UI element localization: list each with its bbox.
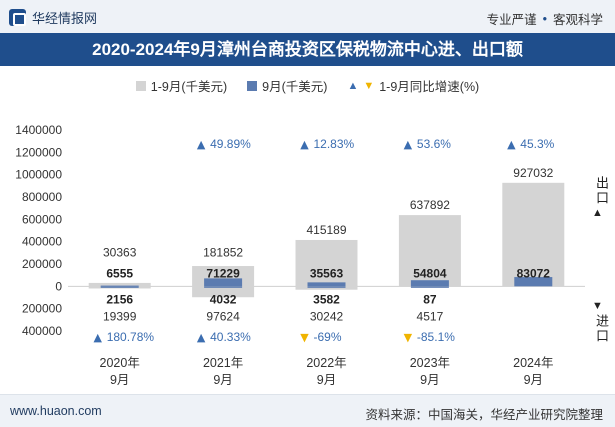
bar-export-month [514, 277, 553, 287]
legend-label-growth: 1-9月同比增速(%) [379, 80, 480, 94]
data-source: 资料来源：中国海关，华经产业研究院整理 [365, 408, 603, 422]
site-url[interactable]: www.huaon.com [10, 404, 102, 418]
label-export-cumulative: 30363 [103, 245, 137, 259]
x-tick-label-year: 2023年 [410, 356, 450, 370]
bar-import-month [100, 286, 139, 288]
legend-swatch-month [247, 80, 258, 91]
label-export-month: 71229 [206, 266, 240, 280]
triangle-up-icon: ▲ [347, 79, 359, 92]
x-tick-label-month: 9月 [317, 373, 336, 387]
label-export-month: 54804 [413, 266, 447, 280]
label-import-month: 4032 [210, 292, 237, 306]
label-import-cumulative: 4517 [417, 309, 444, 323]
legend-label-cumulative: 1-9月(千美元) [150, 80, 228, 94]
growth-up-icon: ▲ [300, 138, 309, 151]
label-import-growth: 180.78% [107, 330, 155, 344]
import-arrow: ▼ [592, 300, 605, 312]
y-tick-label: 0 [55, 279, 62, 293]
label-export-growth: 49.89% [210, 137, 251, 151]
dot-icon: • [542, 11, 547, 26]
export-arrow: ▲ [592, 207, 605, 219]
label-import-growth: 40.33% [210, 330, 251, 344]
growth-down-icon: ▼ [300, 331, 309, 344]
bar-export-cumulative [295, 239, 358, 287]
brand-name: 华经情报网 [32, 11, 98, 26]
label-import-cumulative: 97624 [206, 309, 240, 323]
label-import-month: 87 [423, 292, 437, 306]
bar-import-cumulative [192, 286, 255, 298]
label-export-cumulative: 927032 [513, 166, 553, 180]
export-label: 出口 [594, 176, 609, 206]
label-export-cumulative: 415189 [306, 223, 346, 237]
footer-bar: www.huaon.com 资料来源：中国海关，华经产业研究院整理 [0, 394, 615, 427]
x-tick-label-month: 9月 [524, 373, 543, 387]
label-export-growth: 53.6% [417, 137, 451, 151]
y-tick-label: 200000 [22, 257, 62, 271]
growth-up-icon: ▲ [93, 331, 102, 344]
bar-export-month [204, 278, 243, 287]
legend-swatch-cumulative [135, 80, 146, 91]
label-export-growth: 12.83% [314, 137, 355, 151]
header-badges: 专业严谨 • 客观科学 [487, 9, 603, 28]
bar-export-cumulative [398, 215, 461, 287]
badge-professional: 专业严谨 [486, 13, 537, 27]
legend-item-month: 9月(千美元) [247, 76, 327, 95]
label-import-month: 2156 [106, 292, 133, 306]
top-bar: 华经情报网 专业严谨 • 客观科学 [0, 0, 615, 33]
label-import-growth: -85.1% [417, 330, 455, 344]
label-export-growth: 45.3% [520, 137, 554, 151]
growth-up-icon: ▲ [507, 138, 516, 151]
label-import-cumulative: 30242 [310, 309, 344, 323]
y-tick-label: 1000000 [15, 168, 62, 182]
legend-item-growth: ▲ ▼ 1-9月同比增速(%) [347, 76, 479, 95]
bar-export-month [410, 280, 449, 287]
y-tick-label: 800000 [22, 190, 62, 204]
label-export-month: 35563 [310, 266, 344, 280]
legend-label-month: 9月(千美元) [262, 80, 328, 94]
x-tick-label-year: 2022年 [306, 356, 346, 370]
logo-icon [9, 9, 26, 26]
growth-up-icon: ▲ [197, 138, 206, 151]
x-tick-label-month: 9月 [420, 373, 439, 387]
triangle-down-icon: ▼ [363, 79, 375, 92]
label-export-month: 83072 [517, 266, 551, 280]
y-tick-label: 1200000 [15, 145, 62, 159]
label-import-cumulative: 19399 [103, 309, 137, 323]
import-side-label: 进口 [592, 314, 611, 344]
bar-export-cumulative [502, 182, 565, 287]
brand-logo[interactable]: 华经情报网 [9, 8, 97, 27]
label-export-cumulative: 637892 [410, 198, 450, 212]
legend-item-cumulative: 1-9月(千美元) [135, 76, 228, 95]
x-tick-label-month: 9月 [110, 373, 129, 387]
growth-up-icon: ▲ [404, 138, 413, 151]
bar-export-month [307, 282, 346, 287]
growth-up-icon: ▲ [197, 331, 206, 344]
bar-import-month [410, 286, 449, 288]
y-tick-label: 200000 [22, 302, 62, 316]
growth-down-icon: ▼ [404, 331, 413, 344]
bar-import-cumulative [295, 286, 358, 290]
bar-import-month [307, 286, 346, 288]
label-import-month: 3582 [313, 292, 340, 306]
badge-objective: 客观科学 [552, 13, 603, 27]
chart-title: 2020-2024年9月漳州台商投资区保税物流中心进、出口额 [0, 33, 615, 66]
x-tick-label-year: 2021年 [203, 356, 243, 370]
x-tick-label-year: 2024年 [513, 356, 553, 370]
bar-import-month [204, 286, 243, 288]
y-tick-label: 400000 [22, 324, 62, 338]
label-import-growth: -69% [314, 330, 342, 344]
label-export-cumulative: 181852 [203, 245, 243, 259]
label-export-month: 6555 [106, 266, 133, 280]
y-tick-label: 1400000 [15, 123, 62, 137]
y-tick-label: 400000 [22, 235, 62, 249]
export-side-label: 出口 [592, 176, 611, 206]
x-tick-label-month: 9月 [213, 373, 232, 387]
chart-legend: 1-9月(千美元) 9月(千美元) ▲ ▼ 1-9月同比增速(%) [0, 76, 615, 95]
bar-export-cumulative [88, 282, 151, 287]
import-label: 进口 [594, 314, 609, 344]
x-tick-label-year: 2020年 [100, 356, 140, 370]
y-tick-label: 600000 [22, 212, 62, 226]
